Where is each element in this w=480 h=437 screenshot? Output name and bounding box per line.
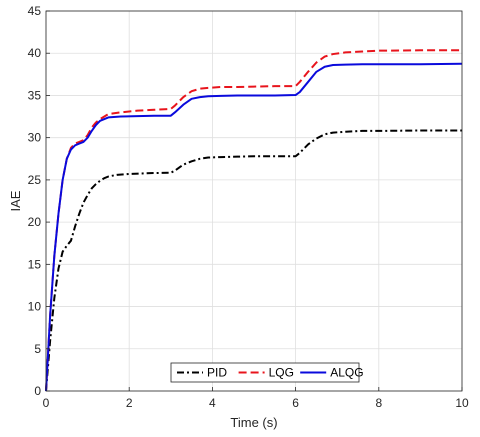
y-tick-label: 30 (28, 131, 42, 145)
legend-box (170, 362, 360, 383)
y-tick-label: 40 (28, 46, 42, 60)
legend-label-alqg: ALQG (330, 366, 363, 380)
series-line-pid (45, 129, 462, 392)
plot-area (46, 11, 462, 391)
series-lines (45, 49, 463, 392)
y-axis-label: IAE (8, 190, 23, 211)
legend: PID LQG ALQG (170, 362, 364, 383)
y-tick-label: 0 (34, 384, 41, 398)
y-tick-label: 15 (28, 257, 42, 271)
x-tick-label: 0 (43, 396, 50, 410)
series-line-alqg (45, 62, 463, 392)
y-tick-label: 10 (28, 300, 42, 314)
x-tick-label: 8 (375, 396, 382, 410)
x-tick-label: 4 (209, 396, 216, 410)
x-axis-label: Time (s) (230, 415, 277, 430)
axis-ticks: 0 2 4 6 8 10 0 5 10 15 20 25 30 35 40 45 (28, 4, 469, 410)
series-line-lqg (45, 49, 462, 392)
x-tick-label: 2 (126, 396, 133, 410)
y-tick-label: 25 (28, 173, 42, 187)
y-tick-label: 20 (28, 215, 42, 229)
plot-frame (45, 10, 463, 392)
x-tick-label: 6 (292, 396, 299, 410)
x-tick-label: 10 (455, 396, 469, 410)
y-tick-label: 5 (34, 342, 41, 356)
y-tick-label: 35 (28, 88, 42, 102)
y-tick-label: 45 (28, 4, 42, 18)
legend-label-lqg: LQG (269, 366, 294, 380)
legend-label-pid: PID (207, 366, 227, 380)
